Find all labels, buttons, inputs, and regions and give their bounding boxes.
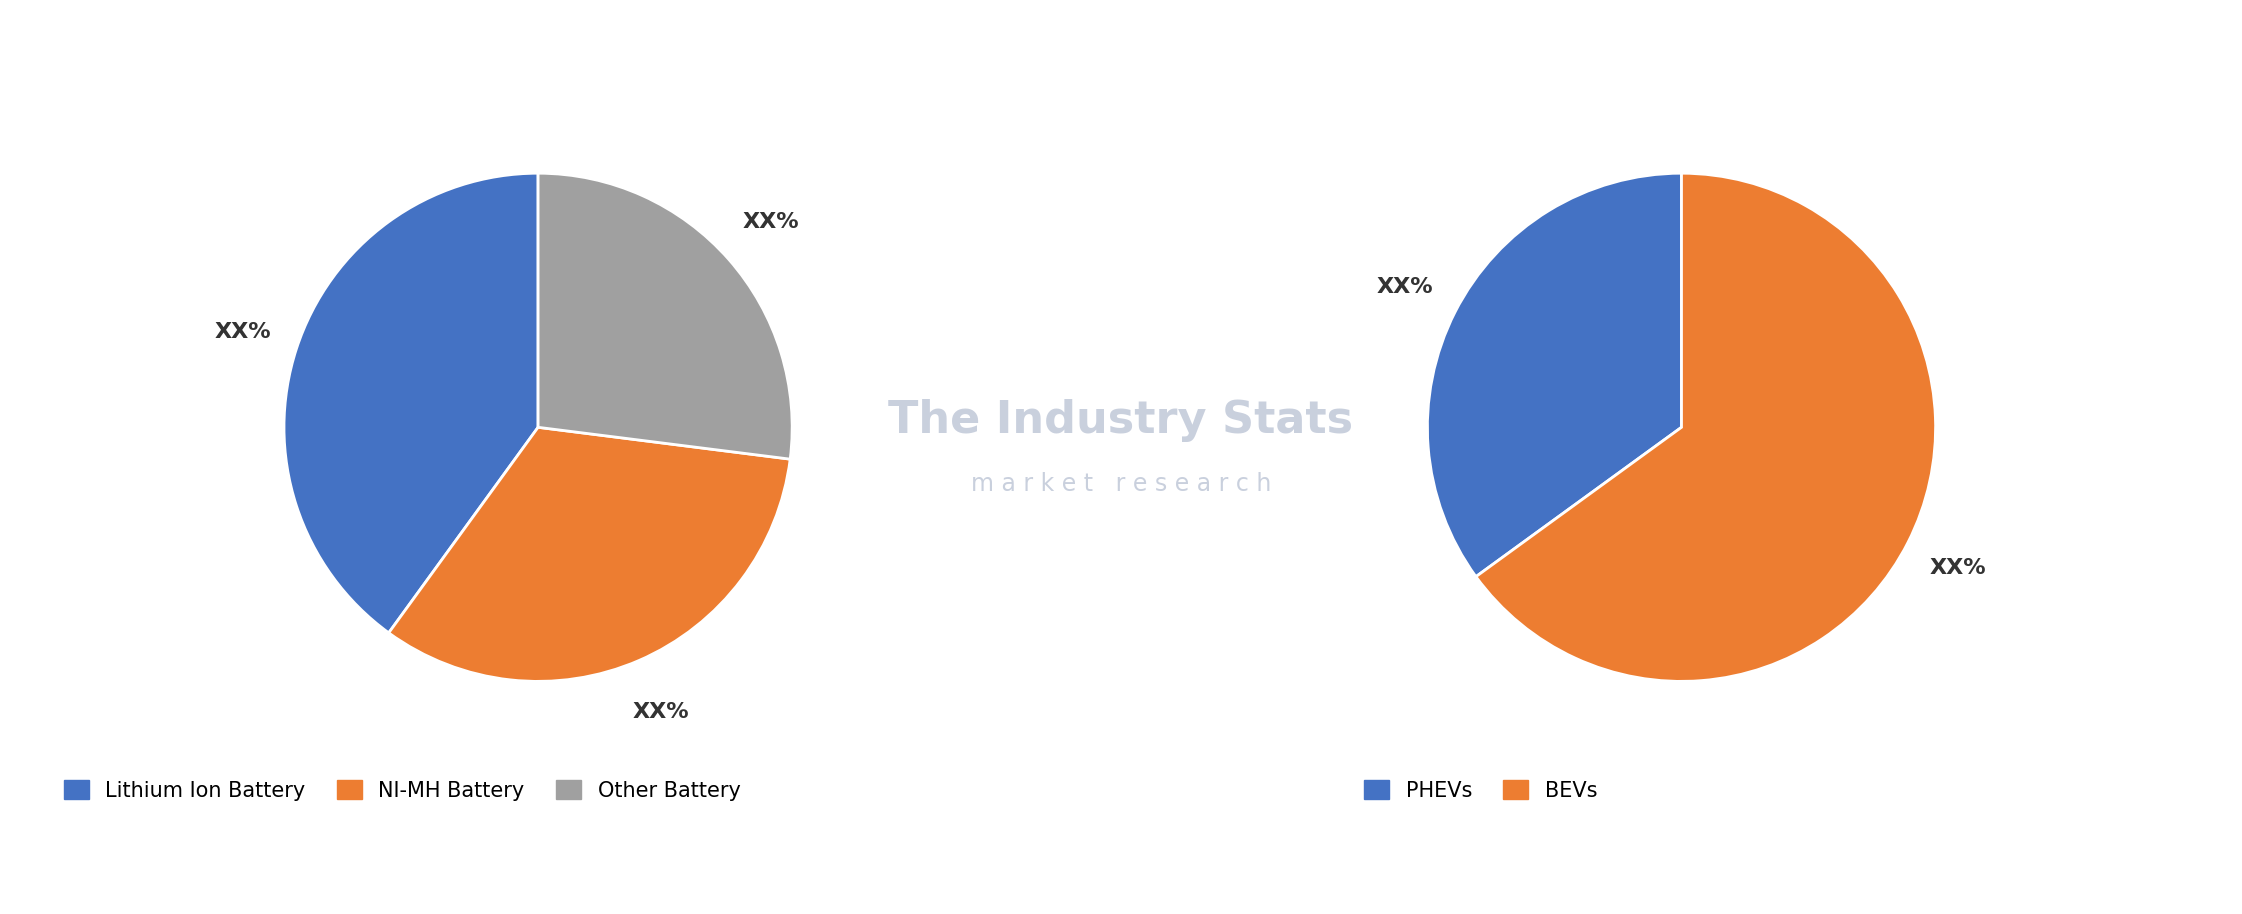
- Text: The Industry Stats: The Industry Stats: [888, 399, 1354, 442]
- Wedge shape: [538, 174, 791, 459]
- Wedge shape: [285, 174, 538, 632]
- Text: XX%: XX%: [215, 322, 271, 342]
- Text: XX%: XX%: [1377, 277, 1433, 296]
- Text: Email: sales@theindustrystats.com: Email: sales@theindustrystats.com: [928, 866, 1314, 885]
- Text: Source: Theindustrystats Analysis: Source: Theindustrystats Analysis: [22, 866, 397, 885]
- Text: Website: www.theindustrystats.com: Website: www.theindustrystats.com: [1821, 866, 2220, 885]
- Text: XX%: XX%: [742, 212, 798, 232]
- Wedge shape: [1475, 174, 1935, 681]
- Text: Fig. Global Electric Vehicle Battery Market Share by Product Types & Application: Fig. Global Electric Vehicle Battery Mar…: [27, 40, 1412, 69]
- Text: m a r k e t   r e s e a r c h: m a r k e t r e s e a r c h: [971, 473, 1271, 496]
- Text: XX%: XX%: [632, 702, 691, 722]
- Wedge shape: [1428, 174, 1682, 577]
- Wedge shape: [388, 428, 789, 681]
- Text: XX%: XX%: [1930, 558, 1986, 578]
- Legend: PHEVs, BEVs: PHEVs, BEVs: [1356, 772, 1605, 809]
